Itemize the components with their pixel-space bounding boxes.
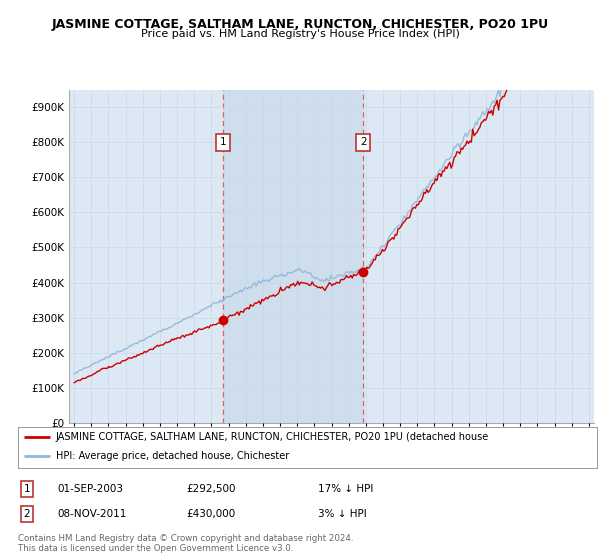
Text: 1: 1 bbox=[23, 484, 31, 494]
Text: 2: 2 bbox=[23, 509, 31, 519]
Text: 3% ↓ HPI: 3% ↓ HPI bbox=[318, 509, 367, 519]
Text: Contains HM Land Registry data © Crown copyright and database right 2024.
This d: Contains HM Land Registry data © Crown c… bbox=[18, 534, 353, 553]
Text: 1: 1 bbox=[220, 137, 226, 147]
Text: £430,000: £430,000 bbox=[186, 509, 235, 519]
Text: 2: 2 bbox=[360, 137, 367, 147]
Text: 08-NOV-2011: 08-NOV-2011 bbox=[57, 509, 127, 519]
Text: HPI: Average price, detached house, Chichester: HPI: Average price, detached house, Chic… bbox=[56, 451, 289, 461]
Text: Price paid vs. HM Land Registry's House Price Index (HPI): Price paid vs. HM Land Registry's House … bbox=[140, 29, 460, 39]
Text: £292,500: £292,500 bbox=[186, 484, 235, 494]
Text: JASMINE COTTAGE, SALTHAM LANE, RUNCTON, CHICHESTER, PO20 1PU (detached house: JASMINE COTTAGE, SALTHAM LANE, RUNCTON, … bbox=[56, 432, 489, 442]
Bar bbox=[223, 90, 363, 423]
Text: 17% ↓ HPI: 17% ↓ HPI bbox=[318, 484, 373, 494]
Text: JASMINE COTTAGE, SALTHAM LANE, RUNCTON, CHICHESTER, PO20 1PU: JASMINE COTTAGE, SALTHAM LANE, RUNCTON, … bbox=[52, 18, 548, 31]
Text: 01-SEP-2003: 01-SEP-2003 bbox=[57, 484, 123, 494]
